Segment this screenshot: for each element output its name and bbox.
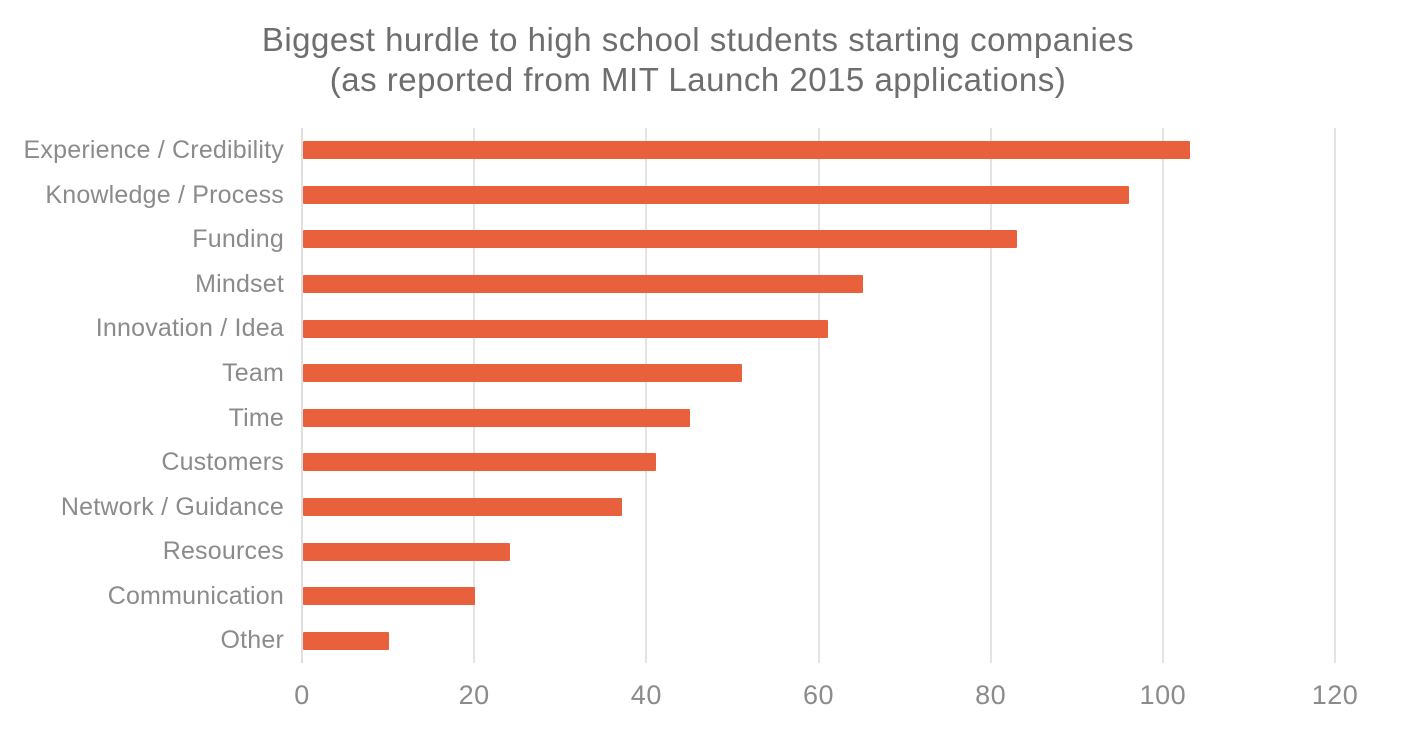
bar: [303, 319, 829, 338]
bar: [303, 230, 1018, 249]
chart-title-line2: (as reported from MIT Launch 2015 applic…: [329, 61, 1067, 98]
gridline-20: [473, 128, 476, 663]
bar: [303, 185, 1130, 204]
x-tick-label: 20: [458, 680, 490, 710]
category-label: Experience / Credibility: [23, 136, 284, 164]
category-label: Team: [222, 358, 284, 387]
category-label: Innovation / Idea: [95, 314, 284, 343]
bar: [303, 364, 743, 383]
category-label: Customers: [161, 448, 284, 477]
x-axis: 0 20 40 60 80 100 120: [0, 680, 1414, 714]
category-label: Communication: [107, 581, 284, 610]
category-label: Funding: [192, 225, 284, 254]
chart-title-line1: Biggest hurdle to high school students s…: [261, 21, 1135, 58]
x-tick-label: 40: [630, 680, 662, 710]
category-label: Time: [228, 403, 284, 432]
bar: [303, 141, 1190, 160]
category-label: Knowledge / Process: [45, 180, 284, 209]
category-label: Network / Guidance: [60, 492, 284, 521]
gridline-0: [301, 128, 303, 663]
bar: [303, 587, 476, 606]
x-tick-label: 100: [1139, 680, 1187, 710]
gridline-40: [645, 128, 648, 663]
gridline-100: [1161, 128, 1164, 663]
bar: [303, 453, 656, 472]
gridline-80: [989, 128, 992, 663]
chart-title: Biggest hurdle to high school students s…: [0, 20, 1396, 100]
bar: [303, 408, 691, 427]
bar: [303, 542, 510, 561]
x-tick-label: 60: [802, 680, 835, 710]
category-axis: Experience / Credibility Knowledge / Proc…: [0, 128, 284, 663]
category-label: Mindset: [195, 269, 284, 298]
x-tick-label: 80: [975, 680, 1007, 710]
gridline-120: [1334, 128, 1336, 663]
x-tick-label: 120: [1311, 680, 1359, 710]
category-label: Resources: [162, 537, 284, 566]
bar: [303, 275, 863, 294]
category-label: Other: [220, 626, 284, 655]
plot-area: [301, 128, 1336, 663]
bar: [303, 497, 622, 516]
bar: [303, 631, 390, 650]
x-tick-label: 0: [294, 680, 310, 710]
gridline-60: [817, 128, 820, 663]
